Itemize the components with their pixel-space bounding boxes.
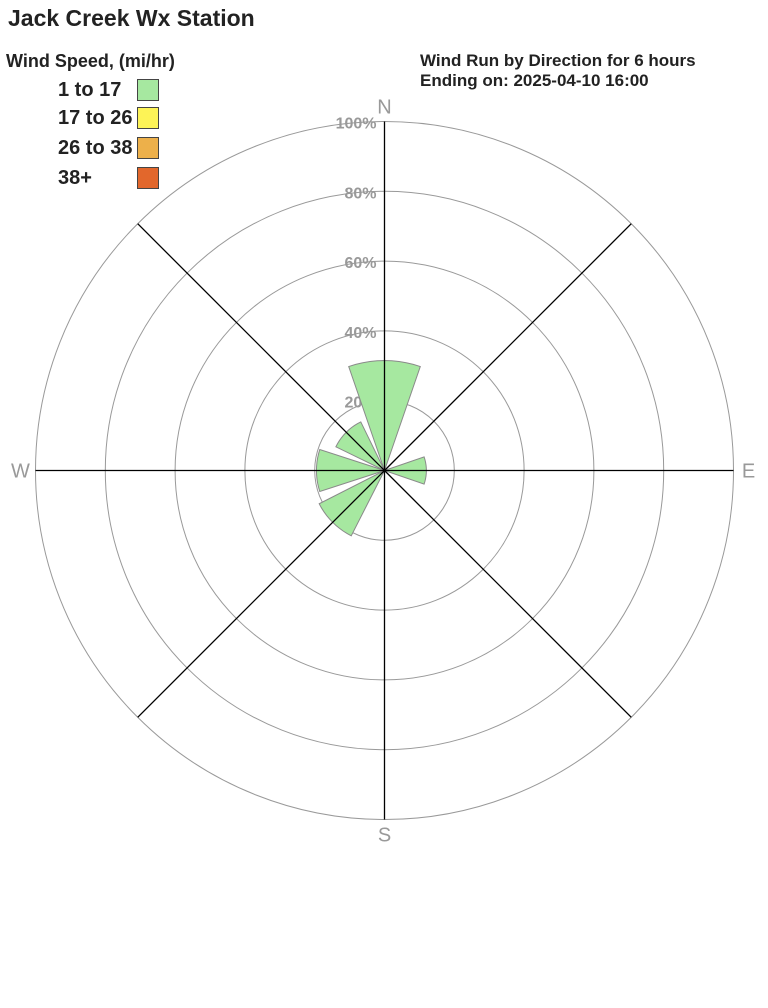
svg-text:40%: 40% xyxy=(344,325,376,342)
svg-text:80%: 80% xyxy=(344,185,376,202)
svg-text:W: W xyxy=(11,461,30,483)
svg-text:S: S xyxy=(378,825,391,847)
svg-text:N: N xyxy=(377,97,391,119)
svg-text:E: E xyxy=(742,461,755,483)
svg-text:100%: 100% xyxy=(336,116,377,133)
svg-text:60%: 60% xyxy=(344,255,376,272)
